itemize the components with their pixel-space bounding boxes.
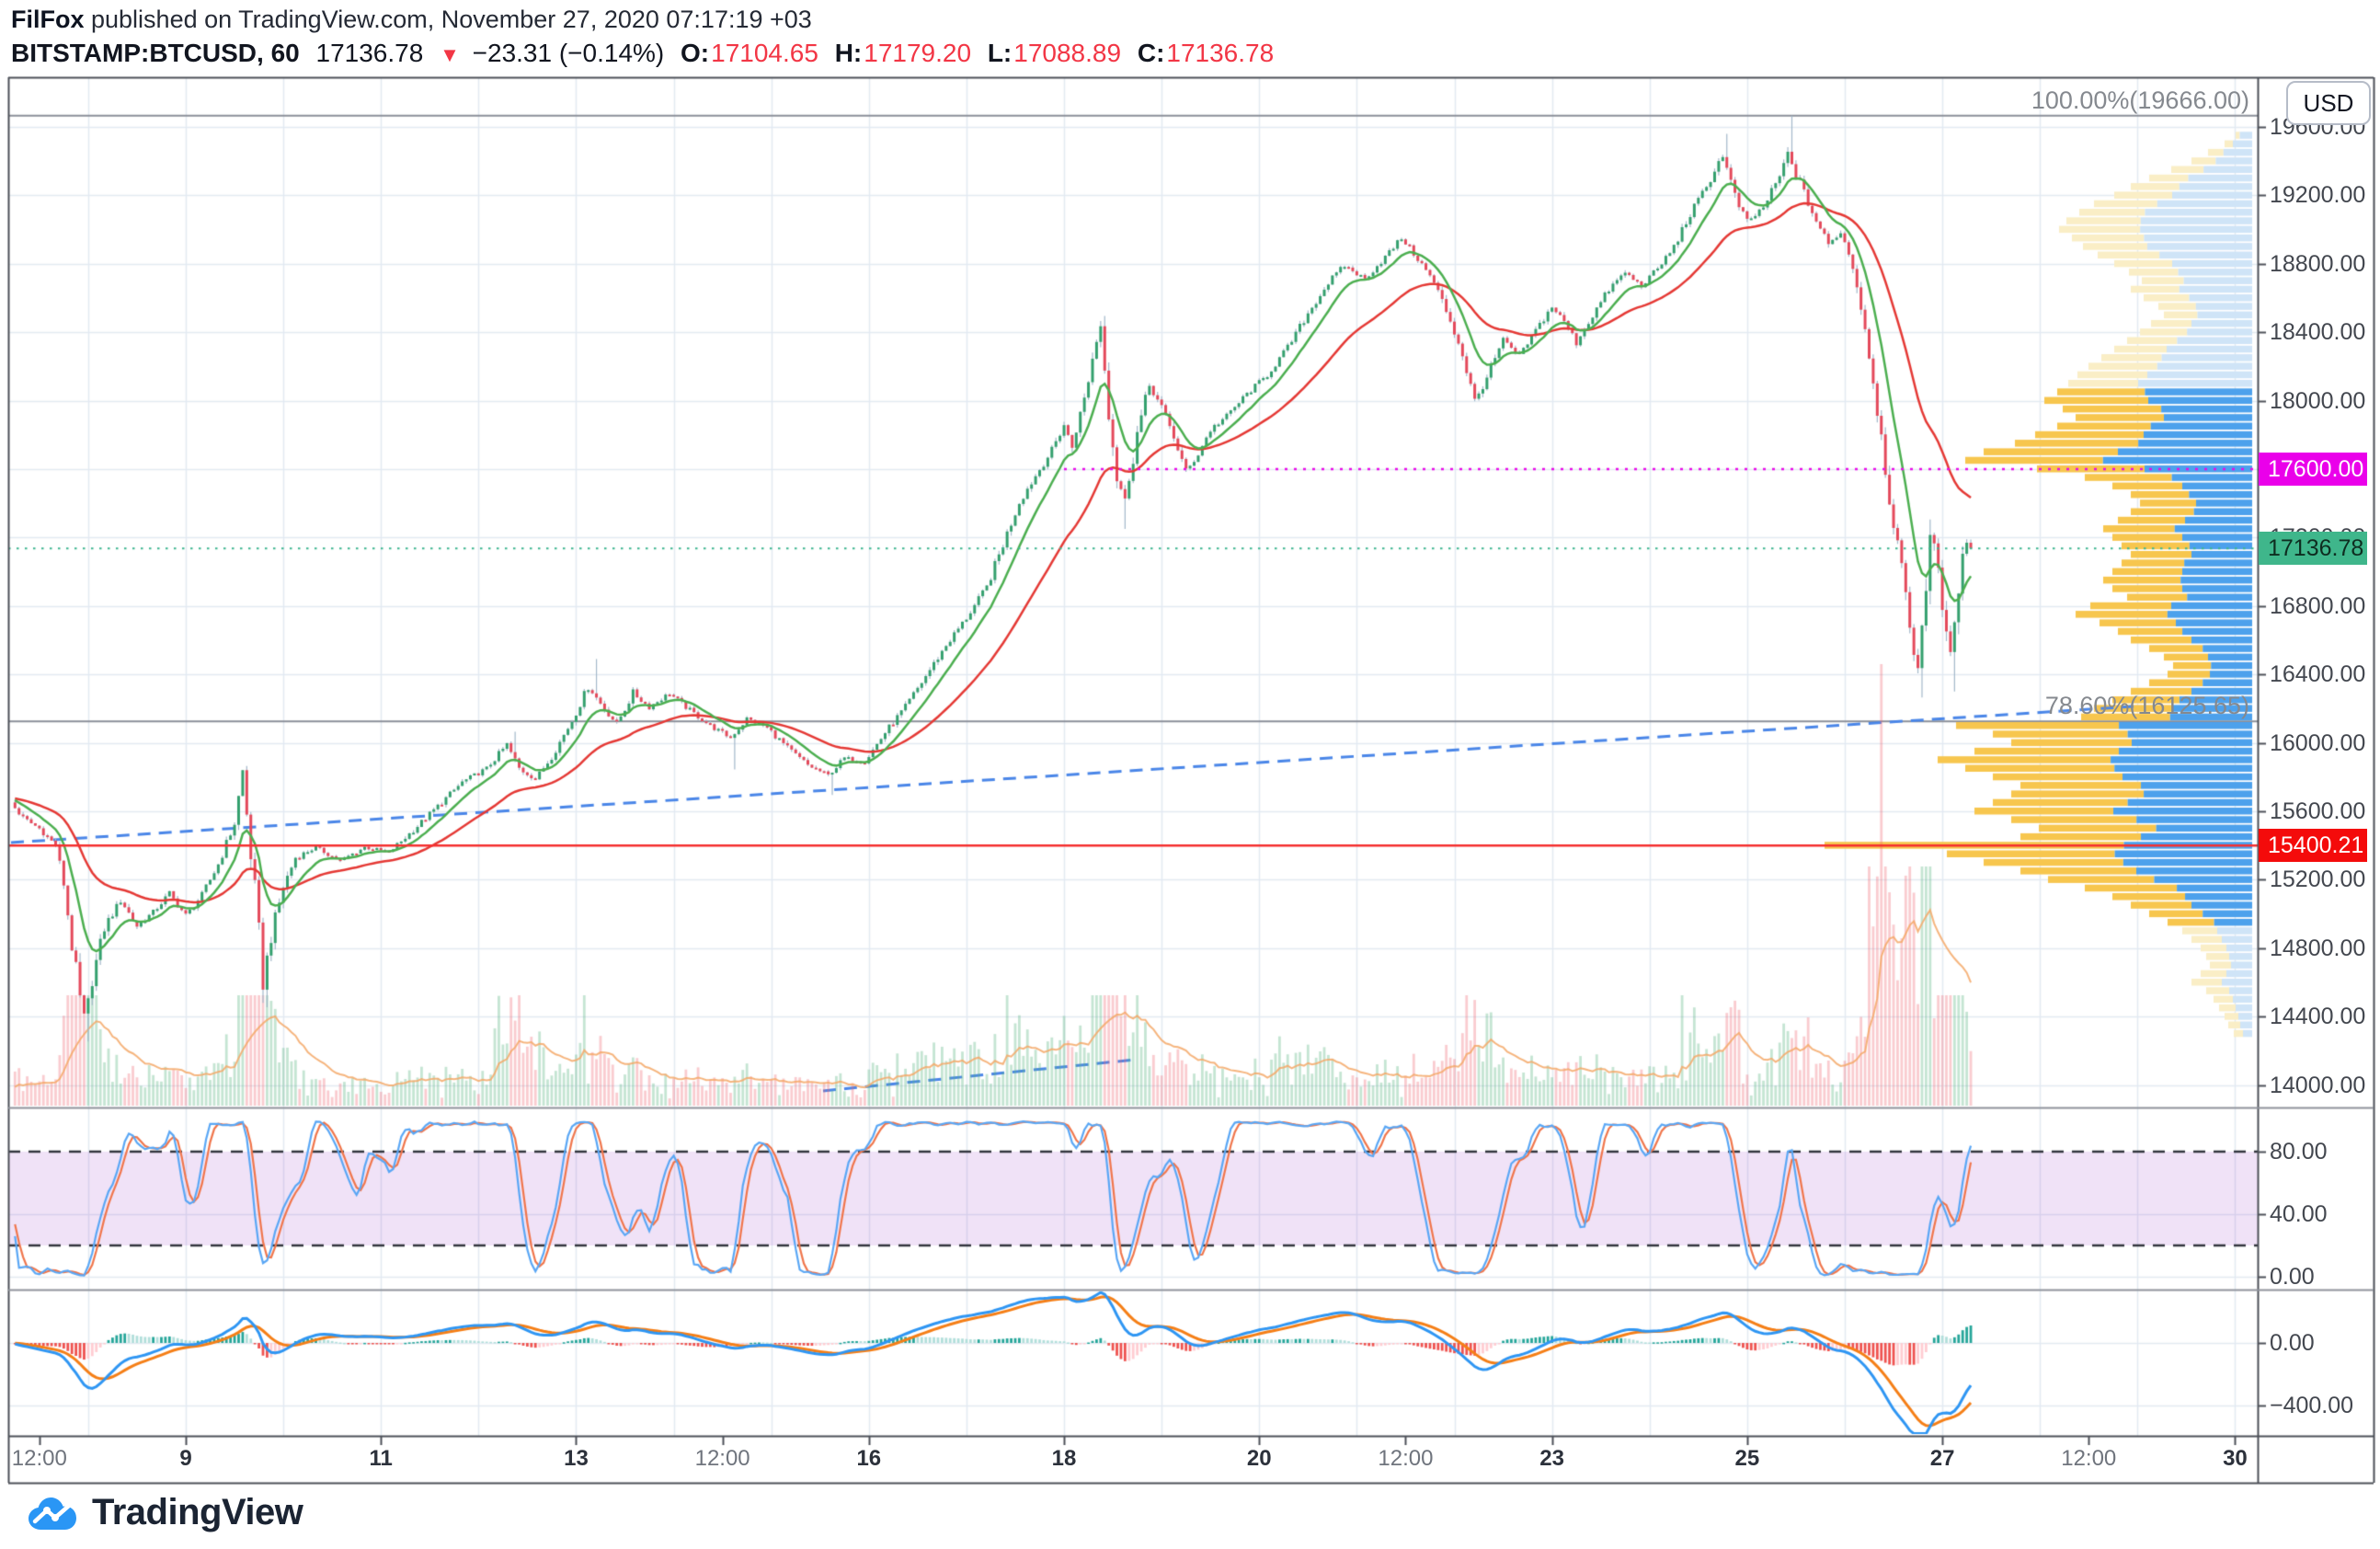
time-tick-label: 30 [2223, 1446, 2248, 1471]
high-value: 17179.20 [864, 39, 972, 67]
price-tick-label: 15600.00 [2270, 798, 2366, 824]
byline-text: published on TradingView.com, November 2… [84, 6, 812, 33]
macd-tick-label: −400.00 [2270, 1393, 2354, 1418]
macd-tick-label: 0.00 [2270, 1330, 2315, 1356]
price-tick-label: 18400.00 [2270, 319, 2366, 346]
down-triangle-icon: ▼ [440, 43, 460, 66]
price-tick-label: 14400.00 [2270, 1004, 2366, 1030]
time-tick-label: 11 [369, 1446, 393, 1471]
time-tick-label: 25 [1734, 1446, 1760, 1471]
tradingview-logo[interactable]: TradingView [26, 1492, 303, 1533]
time-tick-label: 12:00 [11, 1446, 67, 1471]
price-tick-label: 18800.00 [2270, 250, 2366, 277]
currency-toggle-button[interactable]: USD [2286, 81, 2371, 125]
time-tick-label: 18 [1051, 1446, 1077, 1471]
stochastic-pane[interactable] [8, 1107, 2258, 1290]
time-tick-label: 12:00 [2061, 1446, 2117, 1471]
price-change: −23.31 (−0.14%) [472, 39, 665, 67]
symbol-name: BITSTAMP:BTCUSD, 60 [11, 39, 300, 67]
low-label: L: [987, 39, 1013, 67]
price-tick-label: 18000.00 [2270, 387, 2366, 414]
author-name: FilFox [11, 6, 85, 33]
time-tick-label: 16 [856, 1446, 882, 1471]
cloud-chart-icon [29, 1497, 76, 1530]
macd-pane[interactable] [8, 1290, 2258, 1436]
high-label: H: [834, 39, 863, 67]
close-value: 17136.78 [1166, 39, 1275, 67]
time-tick-label: 9 [179, 1446, 192, 1471]
stoch-tick-label: 80.00 [2270, 1139, 2328, 1165]
fib-level-badge: 17600.00 [2259, 453, 2367, 486]
price-tick-label: 14800.00 [2270, 935, 2366, 961]
close-label: C: [1137, 39, 1165, 67]
last-price-value: 17136.78 [315, 39, 424, 67]
last-price-badge: 17136.78 [2259, 532, 2367, 566]
price-tick-label: 16000.00 [2270, 729, 2366, 756]
price-tick-label: 19200.00 [2270, 182, 2366, 209]
price-tick-label: 15200.00 [2270, 866, 2366, 893]
fib-100-label: 100.00%(19666.00) [2031, 86, 2249, 114]
time-axis[interactable] [8, 1436, 2258, 1483]
low-value: 17088.89 [1013, 39, 1122, 67]
stoch-tick-label: 0.00 [2270, 1264, 2315, 1290]
time-tick-label: 27 [1929, 1446, 1955, 1471]
time-tick-label: 13 [564, 1446, 589, 1471]
open-label: O: [681, 39, 710, 67]
fib-786-label: 78.60%(16125.65) [2044, 692, 2249, 719]
stoch-tick-label: 40.00 [2270, 1201, 2328, 1227]
alert-price-badge: 15400.21 [2259, 829, 2367, 863]
price-tick-label: 16400.00 [2270, 661, 2366, 688]
price-pane[interactable] [8, 77, 2258, 1107]
time-tick-label: 20 [1246, 1446, 1272, 1471]
logo-text: TradingView [92, 1492, 303, 1532]
open-value: 17104.65 [711, 39, 818, 67]
time-tick-label: 12:00 [1378, 1446, 1434, 1471]
time-tick-label: 23 [1539, 1446, 1564, 1471]
price-tick-label: 14000.00 [2270, 1072, 2366, 1098]
byline: FilFox published on TradingView.com, Nov… [11, 6, 812, 34]
time-tick-label: 12:00 [694, 1446, 750, 1471]
symbol-info-bar: BITSTAMP:BTCUSD, 60 17136.78 ▼ −23.31 (−… [11, 39, 1283, 68]
price-tick-label: 16800.00 [2270, 592, 2366, 619]
